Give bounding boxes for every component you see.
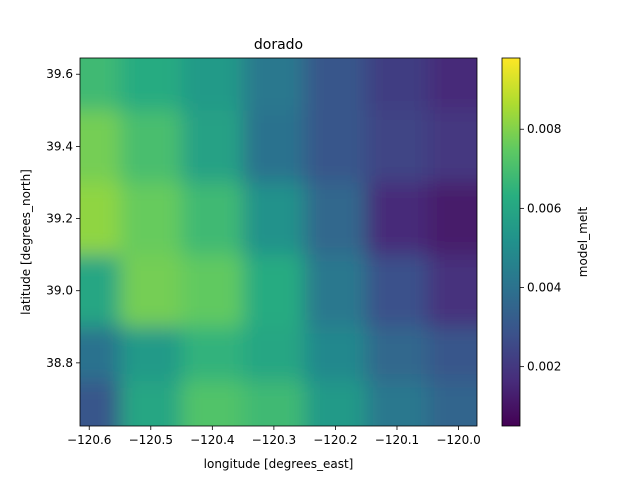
colorbar-tick-label: 0.002	[527, 360, 561, 374]
x-tick-label: −120.1	[375, 433, 419, 447]
heatmap-cell	[427, 58, 477, 111]
heatmap-cell	[80, 380, 121, 426]
heatmap-cell	[80, 254, 121, 328]
x-tick-label: −120.3	[252, 433, 296, 447]
x-axis-label: longitude [degrees_east]	[204, 457, 354, 471]
heatmap-cell	[120, 380, 183, 426]
heatmap-cell	[80, 182, 121, 256]
heatmap-cell	[120, 110, 183, 183]
heatmap-cell	[243, 326, 306, 382]
chart-title: dorado	[254, 37, 303, 53]
heatmap-cell	[366, 110, 429, 183]
heatmap-cell	[427, 182, 477, 256]
heatmap-cell	[366, 182, 429, 256]
heatmap-cell	[181, 110, 244, 183]
heatmap-cell	[181, 326, 244, 382]
heatmap-cell	[80, 326, 121, 382]
heatmap-cell	[304, 110, 367, 183]
heatmap-cell	[427, 110, 477, 183]
heatmap-cell	[181, 58, 244, 111]
heatmap-cell	[304, 254, 367, 328]
colorbar-ticks: 0.002 0.004 0.006 0.008	[520, 122, 561, 374]
heatmap-cell	[181, 254, 244, 328]
heatmap-cell	[120, 182, 183, 256]
colorbar-tick-label: 0.008	[527, 122, 561, 136]
y-tick-label: 38.8	[46, 356, 73, 370]
heatmap-cell	[243, 380, 306, 426]
heatmap-cell	[80, 110, 121, 183]
heatmap-cell	[427, 380, 477, 426]
heatmap-cell	[120, 254, 183, 328]
colorbar-label: model_melt	[576, 206, 590, 277]
heatmap-cell	[80, 58, 121, 111]
heatmap-cell	[304, 380, 367, 426]
heatmap-cell	[366, 326, 429, 382]
heatmap-cell	[243, 58, 306, 111]
heatmap-cell	[304, 182, 367, 256]
heatmap-cell	[243, 110, 306, 183]
heatmap-cell	[120, 326, 183, 382]
heatmap-cell	[243, 182, 306, 256]
heatmap-cell	[366, 380, 429, 426]
plot-frame	[79, 57, 478, 427]
heatmap-cell	[243, 254, 306, 328]
heatmap-cell	[427, 326, 477, 382]
heatmap-cell	[120, 58, 183, 111]
heatmap-cells	[80, 58, 477, 426]
x-tick-label: −120.2	[313, 433, 357, 447]
x-tick-label: −120.0	[436, 433, 480, 447]
colorbar	[501, 57, 521, 427]
x-axis-ticks: −120.6 −120.5 −120.4 −120.3 −120.2 −120.1 −120…	[67, 426, 481, 447]
heatmap-cell	[304, 58, 367, 111]
heatmap-cell	[181, 182, 244, 256]
y-tick-label: 39.6	[46, 67, 73, 81]
heatmap-cell	[366, 254, 429, 328]
colorbar-tick-label: 0.004	[527, 281, 561, 295]
heatmap-cell	[304, 326, 367, 382]
heatmap-cell	[181, 380, 244, 426]
y-tick-label: 39.0	[46, 284, 73, 298]
colorbar-tick-label: 0.006	[527, 201, 561, 215]
x-tick-label: −120.4	[190, 433, 234, 447]
heatmap-cell	[427, 254, 477, 328]
x-tick-label: −120.6	[67, 433, 111, 447]
y-tick-label: 39.2	[46, 212, 73, 226]
y-axis-ticks: 38.8 39.0 39.2 39.4 39.6	[46, 67, 80, 370]
x-tick-label: −120.5	[129, 433, 173, 447]
y-tick-label: 39.4	[46, 139, 73, 153]
heatmap-cell	[366, 58, 429, 111]
y-axis-label: latitude [degrees_north]	[19, 169, 33, 315]
